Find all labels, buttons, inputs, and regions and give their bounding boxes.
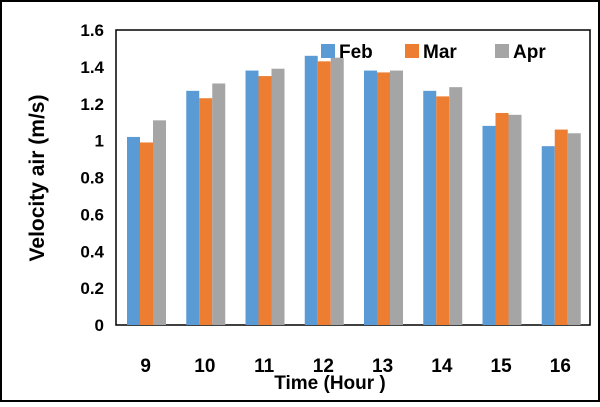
y-tick-label: 0.6 <box>80 205 104 224</box>
y-axis-ticks: 0 0.2 0.4 0.6 0.8 1 1.2 1.4 1.6 <box>80 21 104 335</box>
bar-apr-10 <box>212 83 226 325</box>
legend-label-mar: Mar <box>423 42 457 63</box>
bar-mar-13 <box>377 72 390 325</box>
x-tick-label: 13 <box>372 356 393 377</box>
legend-label-feb: Feb <box>339 42 373 63</box>
x-tick-label: 14 <box>431 356 453 377</box>
legend: Feb Mar Apr <box>321 42 546 63</box>
bars-group <box>127 55 581 326</box>
bar-feb-14 <box>423 90 437 325</box>
y-tick-label: 0.4 <box>80 242 104 261</box>
bar-mar-16 <box>554 129 568 325</box>
bar-feb-9 <box>127 136 140 325</box>
bar-feb-12 <box>304 55 318 326</box>
bar-apr-9 <box>153 120 166 325</box>
legend-swatch-apr <box>495 44 509 58</box>
x-tick-label: 10 <box>194 356 215 377</box>
y-tick-label: 1 <box>95 132 104 151</box>
bar-mar-15 <box>495 112 509 325</box>
y-axis-label: Velocity air (m/s) <box>26 95 49 262</box>
y-tick-label: 0.8 <box>80 169 104 188</box>
bar-mar-14 <box>436 96 450 325</box>
x-tick-label: 12 <box>313 356 334 377</box>
x-tick-label: 9 <box>140 356 151 377</box>
bar-feb-13 <box>364 70 377 325</box>
x-tick-label: 11 <box>254 356 275 377</box>
bar-feb-16 <box>541 146 555 325</box>
bar-feb-10 <box>186 90 200 325</box>
y-tick-label: 0 <box>95 316 104 335</box>
x-axis-ticks: 9 10 11 12 13 14 15 16 <box>140 356 571 377</box>
bar-apr-11 <box>271 68 285 325</box>
bar-apr-14 <box>449 87 463 325</box>
y-tick-label: 1.6 <box>80 21 104 40</box>
bar-mar-9 <box>140 142 153 325</box>
x-tick-label: 15 <box>491 356 513 377</box>
bar-mar-10 <box>199 98 213 325</box>
bar-feb-15 <box>482 125 496 326</box>
bar-mar-11 <box>258 76 272 325</box>
bar-feb-11 <box>245 70 259 325</box>
legend-swatch-mar <box>405 44 419 58</box>
y-tick-label: 1.2 <box>80 95 104 114</box>
legend-label-apr: Apr <box>513 42 546 63</box>
bar-apr-16 <box>567 133 581 325</box>
bar-apr-15 <box>508 114 522 325</box>
plot-area <box>115 29 591 326</box>
x-tick-label: 16 <box>550 356 571 377</box>
bar-apr-12 <box>330 57 344 325</box>
bar-mar-12 <box>317 61 331 326</box>
y-tick-label: 1.4 <box>80 58 104 77</box>
x-axis-label: Time (Hour ) <box>274 373 386 394</box>
y-tick-label: 0.2 <box>80 279 104 298</box>
legend-swatch-feb <box>321 44 335 58</box>
bar-apr-13 <box>390 70 403 325</box>
